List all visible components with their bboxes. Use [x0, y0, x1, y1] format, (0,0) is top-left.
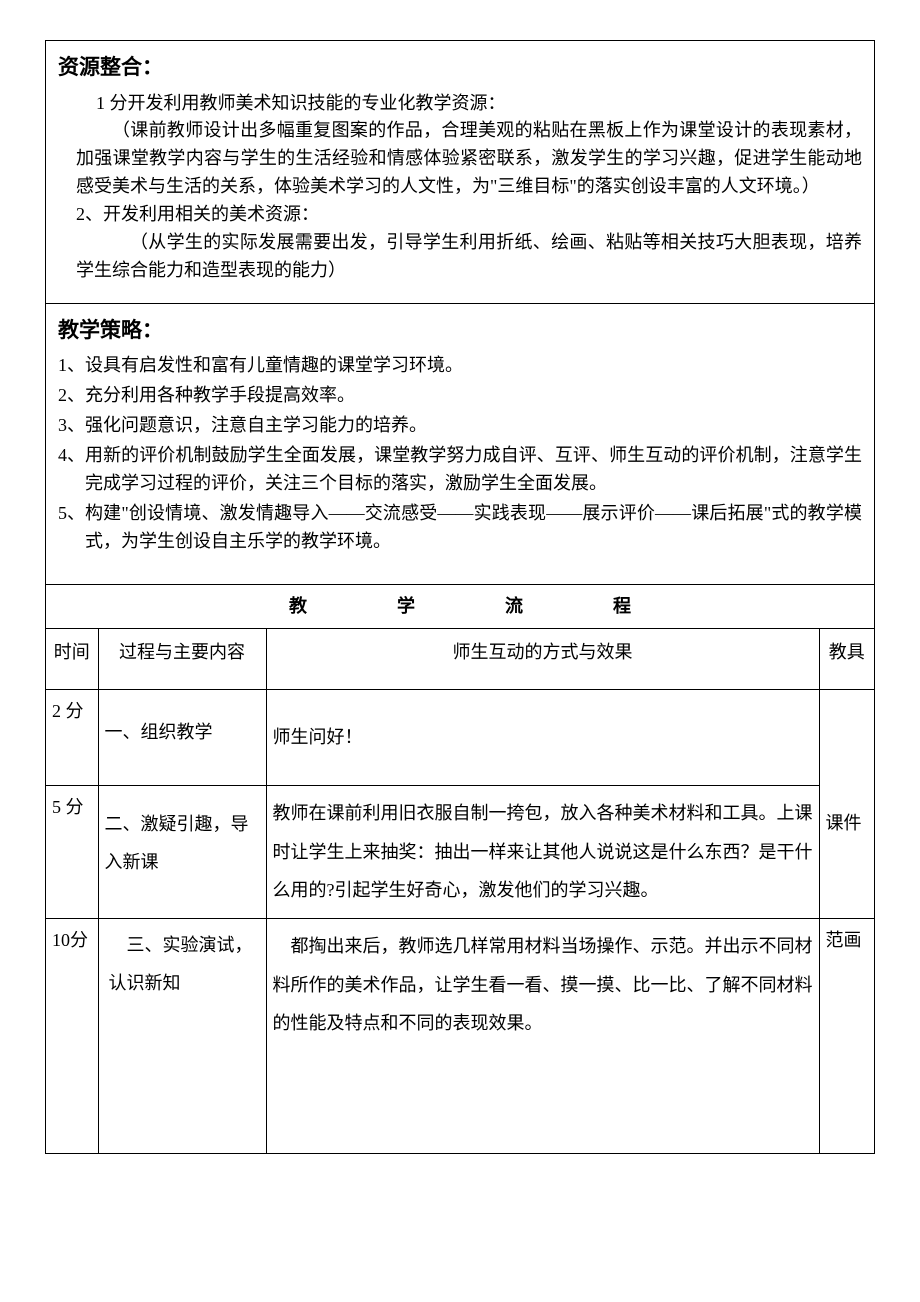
cell-time: 10分 — [46, 919, 98, 1154]
strategy-item: 3、强化问题意识，注意自主学习能力的培养。 — [58, 412, 862, 440]
flow-row: 5 分 二、激疑引趣，导入新课 教师在课前利用旧衣服自制一挎包，放入各种美术材料… — [46, 786, 874, 919]
cell-inter: 都掏出来后，教师选几样常用材料当场操作、示范。并出示不同材料所作的美术作品，让学… — [266, 919, 819, 1154]
document-frame: 资源整合： 1 分开发利用教师美术知识技能的专业化教学资源： （课前教师设计出多… — [45, 40, 875, 1154]
col-inter-header: 师生互动的方式与效果 — [266, 629, 819, 690]
cell-time: 2 分 — [46, 690, 98, 786]
flow-title: 教 学 流 程 — [52, 593, 868, 621]
flow-header-row: 时间 过程与主要内容 师生互动的方式与效果 教具 — [46, 629, 874, 690]
col-time-header: 时间 — [46, 629, 98, 690]
section-flow: 教 学 流 程 时间 过程与主要内容 师生互动的方式与效果 教具 2 分 一、组… — [46, 585, 874, 1154]
cell-time: 5 分 — [46, 786, 98, 919]
res-item2-body: （从学生的实际发展需要出发，引导学生利用折纸、绘画、粘贴等相关技巧大胆表现，培养… — [58, 229, 862, 285]
section-strategy: 教学策略： 1、设具有启发性和富有儿童情趣的课堂学习环境。 2、充分利用各种教学… — [46, 304, 874, 585]
section-strategy-title: 教学策略： — [58, 314, 862, 347]
strategy-item: 5、构建"创设情境、激发情趣导入——交流感受——实践表现——展示评价——课后拓展… — [58, 500, 862, 556]
flow-title-row: 教 学 流 程 — [46, 585, 874, 629]
cell-proc: 一、组织教学 — [98, 690, 266, 786]
res-item2-head: 2、开发利用相关的美术资源： — [58, 201, 862, 229]
cell-tool: 课件 — [819, 690, 874, 919]
cell-proc: 二、激疑引趣，导入新课 — [98, 786, 266, 919]
section-resources: 资源整合： 1 分开发利用教师美术知识技能的专业化教学资源： （课前教师设计出多… — [46, 41, 874, 304]
flow-row: 2 分 一、组织教学 师生问好！ 课件 — [46, 690, 874, 786]
flow-row: 10分 三、实验演试，认识新知 都掏出来后，教师选几样常用材料当场操作、示范。并… — [46, 919, 874, 1154]
flow-table: 教 学 流 程 时间 过程与主要内容 师生互动的方式与效果 教具 2 分 一、组… — [46, 585, 874, 1154]
col-proc-header: 过程与主要内容 — [98, 629, 266, 690]
cell-inter: 师生问好！ — [266, 690, 819, 786]
res-item1-head: 1 分开发利用教师美术知识技能的专业化教学资源： — [58, 90, 862, 118]
strategy-item: 2、充分利用各种教学手段提高效率。 — [58, 382, 862, 410]
cell-inter: 教师在课前利用旧衣服自制一挎包，放入各种美术材料和工具。上课时让学生上来抽奖：抽… — [266, 786, 819, 919]
res-item1-body: （课前教师设计出多幅重复图案的作品，合理美观的粘贴在黑板上作为课堂设计的表现素材… — [58, 117, 862, 201]
section-resources-title: 资源整合： — [58, 51, 862, 84]
strategy-item: 1、设具有启发性和富有儿童情趣的课堂学习环境。 — [58, 352, 862, 380]
cell-tool: 范画 — [819, 919, 874, 1154]
strategy-item: 4、用新的评价机制鼓励学生全面发展，课堂教学努力成自评、互评、师生互动的评价机制… — [58, 442, 862, 498]
cell-proc: 三、实验演试，认识新知 — [98, 919, 266, 1154]
col-tool-header: 教具 — [819, 629, 874, 690]
strategy-list: 1、设具有启发性和富有儿童情趣的课堂学习环境。 2、充分利用各种教学手段提高效率… — [58, 352, 862, 555]
